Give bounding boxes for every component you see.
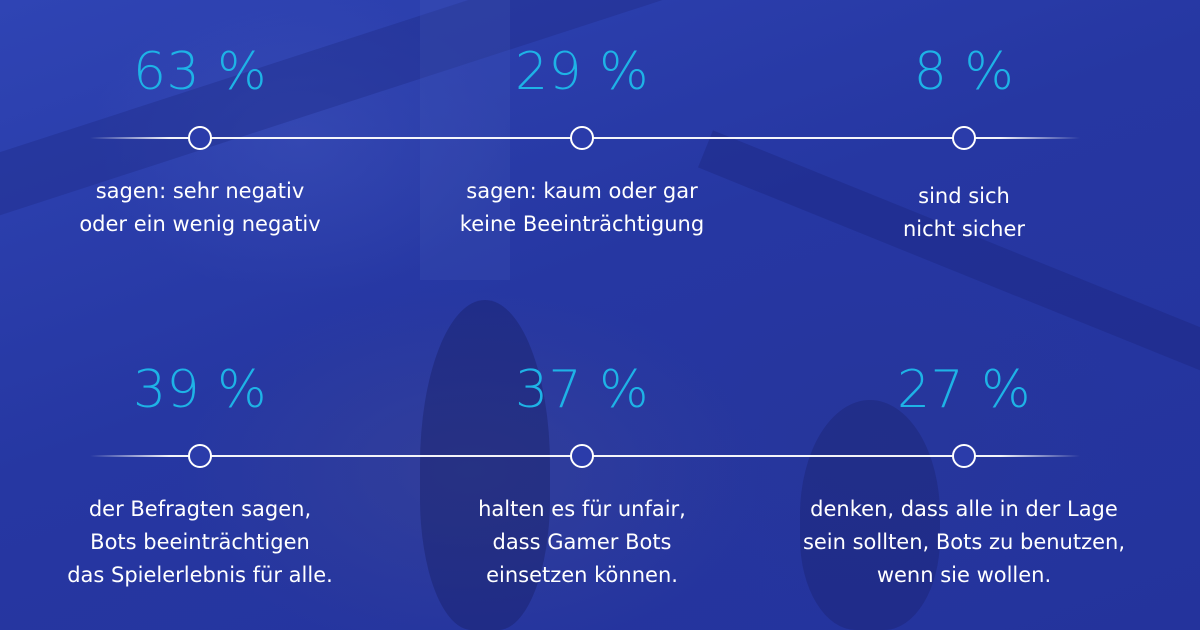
- stat-percent: 39 %: [132, 360, 268, 420]
- desc-line: das Spielerlebnis für alle.: [67, 563, 333, 587]
- desc-line: dass Gamer Bots: [492, 530, 672, 554]
- stat-description: der Befragten sagen, Bots beeinträchtige…: [30, 493, 370, 592]
- timeline-dot: [952, 126, 976, 150]
- desc-line: Bots beeinträchtigen: [90, 530, 310, 554]
- desc-line: halten es für unfair,: [478, 497, 686, 521]
- desc-line: der Befragten sagen,: [88, 497, 312, 521]
- desc-line: wenn sie wollen.: [876, 563, 1052, 587]
- desc-line: oder ein wenig negativ: [79, 212, 321, 236]
- stat-description: sind sich nicht sicher: [794, 180, 1134, 246]
- ceiling-column: [420, 0, 510, 280]
- stat-description: sagen: kaum oder gar keine Beeinträchtig…: [412, 175, 752, 241]
- stat-description: halten es für unfair, dass Gamer Bots ei…: [412, 493, 752, 592]
- desc-line: denken, dass alle in der Lage: [810, 497, 1118, 521]
- desc-line: sein sollten, Bots zu benutzen,: [802, 530, 1126, 554]
- stat-description: denken, dass alle in der Lage sein sollt…: [794, 493, 1134, 592]
- timeline-dot: [188, 126, 212, 150]
- stat-percent: 29 %: [514, 42, 650, 102]
- person-silhouette: [800, 400, 940, 630]
- desc-line: sagen: kaum oder gar: [466, 179, 698, 203]
- desc-line: keine Beeinträchtigung: [459, 212, 705, 236]
- desc-line: sind sich: [918, 184, 1010, 208]
- stat-percent: 27 %: [896, 360, 1032, 420]
- stat-percent: 8 %: [913, 42, 1015, 102]
- desc-line: nicht sicher: [902, 217, 1026, 241]
- timeline-dot: [570, 126, 594, 150]
- timeline-dot: [952, 444, 976, 468]
- timeline-dot: [570, 444, 594, 468]
- stat-percent: 37 %: [514, 360, 650, 420]
- person-silhouette: [420, 300, 550, 630]
- stat-percent: 63 %: [132, 42, 268, 102]
- desc-line: sagen: sehr negativ: [95, 179, 305, 203]
- stat-description: sagen: sehr negativ oder ein wenig negat…: [30, 175, 370, 241]
- desc-line: einsetzen können.: [486, 563, 678, 587]
- timeline-dot: [188, 444, 212, 468]
